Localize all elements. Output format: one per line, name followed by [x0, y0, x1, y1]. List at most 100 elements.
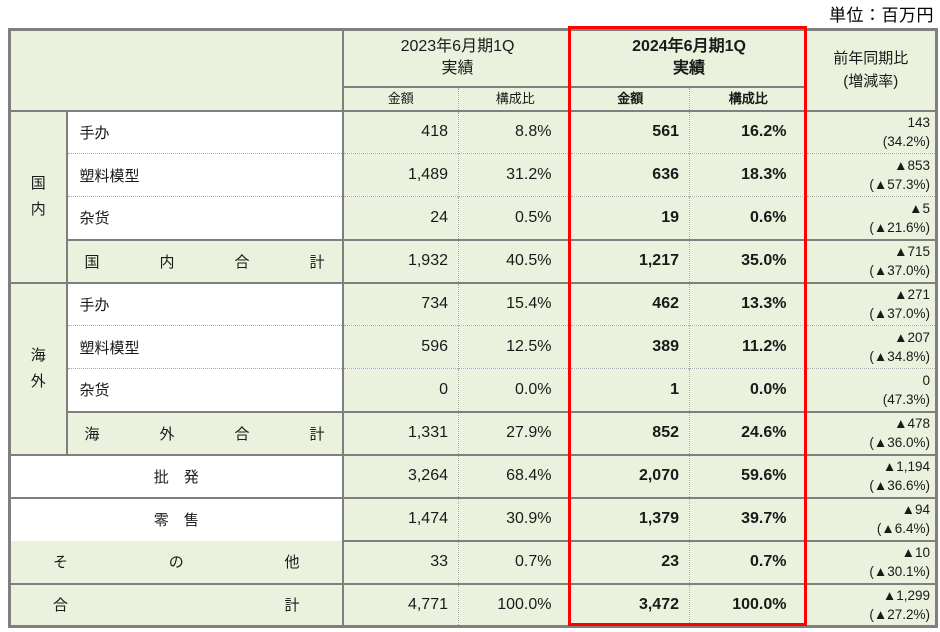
amount-2023-cell: 1,474 [341, 496, 459, 541]
amount-2024-cell: 3,472 [571, 582, 690, 627]
yoy-cell: ▲478 (▲36.0%) [806, 410, 937, 455]
yoy-cell: 143 (34.2%) [806, 110, 937, 154]
header-yoy-line2: (増減率) [843, 73, 899, 91]
table-row-domestic-figures: 国内 手办 418 8.8% 561 16.2% 143 (34.2%) [9, 110, 937, 283]
table-row-overseas-sundries: 杂货 0 0.0% 1 0.0% 0 (47.3%) [10, 368, 937, 412]
ratio-2023-cell: 0.7% [458, 539, 572, 584]
header-2024-line2: 実績 [672, 60, 705, 78]
amount-2024-cell: 389 [571, 325, 690, 369]
amount-2023-cell: 1,331 [341, 410, 459, 455]
row-label-cell: 国 内 合 計 [66, 238, 343, 283]
header-2024: 2024年6月期1Q 実績 [571, 29, 807, 88]
row-label-cell: 手办 [66, 110, 343, 154]
amount-2023-cell: 4,771 [341, 582, 459, 627]
yoy-cell: ▲1,299 (▲27.2%) [806, 582, 937, 627]
row-label-cell: 杂货 [66, 368, 343, 412]
header-2023-line1: 2023年6月期1Q [400, 38, 515, 56]
ratio-2024-cell: 11.2% [689, 325, 807, 369]
header-2023-ratio: 構成比 [458, 86, 572, 112]
ratio-2023-cell: 8.8% [458, 110, 572, 154]
ratio-2024-cell: 0.6% [689, 196, 807, 240]
amount-2023-cell: 596 [341, 325, 459, 369]
row-label-cell: 塑料模型 [66, 153, 343, 197]
amount-2024-cell: 1,217 [571, 238, 690, 283]
amount-2024-cell: 1 [571, 368, 690, 412]
table-row-retail: 零 售 1,474 30.9% 1,379 39.7% ▲94 (▲6.4%) [9, 496, 937, 541]
ratio-2023-cell: 27.9% [458, 410, 572, 455]
unit-label: 単位：百万円 [829, 6, 934, 25]
amount-2024-cell: 561 [571, 110, 690, 154]
header-2023: 2023年6月期1Q 実績 [341, 29, 572, 88]
ratio-2023-cell: 0.0% [458, 368, 572, 412]
yoy-cell: ▲853 (▲57.3%) [806, 153, 937, 197]
ratio-2024-cell: 0.0% [689, 368, 807, 412]
yoy-cell: ▲94 (▲6.4%) [806, 496, 937, 541]
table-row-domestic-plastic-models: 塑料模型 1,489 31.2% 636 18.3% ▲853 (▲57.3%) [10, 153, 937, 197]
header-2023-amount: 金額 [341, 86, 459, 112]
header-row-measures: 金額 構成比 金額 構成比 [10, 86, 937, 112]
amount-2023-cell: 418 [341, 110, 459, 154]
table-row-grand-total: 合 計 4,771 100.0% 3,472 100.0% ▲1,299 (▲27… [9, 582, 937, 627]
ratio-2024-cell: 59.6% [689, 453, 807, 498]
ratio-2024-cell: 35.0% [689, 238, 807, 283]
ratio-2024-cell: 100.0% [689, 582, 807, 627]
amount-2024-cell: 852 [571, 410, 690, 455]
row-label-cell: 手办 [66, 281, 343, 326]
amount-2024-cell: 2,070 [571, 453, 690, 498]
ratio-2023-cell: 40.5% [458, 238, 572, 283]
amount-2024-cell: 19 [571, 196, 690, 240]
ratio-2023-cell: 68.4% [458, 453, 572, 498]
header-2024-ratio: 構成比 [689, 86, 807, 112]
ratio-2024-cell: 24.6% [689, 410, 807, 455]
row-label-cell: 零 售 [9, 496, 343, 541]
ratio-2024-cell: 0.7% [689, 539, 807, 584]
ratio-2023-cell: 31.2% [458, 153, 572, 197]
table-row-wholesale: 批 発 3,264 68.4% 2,070 59.6% ▲1,194 (▲36.6… [9, 453, 937, 498]
corner-cell [9, 29, 343, 112]
ratio-2024-cell: 39.7% [689, 496, 807, 541]
table-row-domestic-total: 国 内 合 計 1,932 40.5% 1,217 35.0% ▲715 (▲37… [10, 238, 937, 283]
amount-2023-cell: 24 [341, 196, 459, 240]
ratio-2023-cell: 15.4% [458, 281, 572, 326]
yoy-cell: ▲207 (▲34.8%) [806, 325, 937, 369]
yoy-cell: 0 (47.3%) [806, 368, 937, 412]
header-yoy-line1: 前年同期比 [833, 50, 909, 68]
header-2023-line2: 実績 [441, 60, 474, 78]
header-2024-amount: 金額 [571, 86, 690, 112]
amount-2023-cell: 1,489 [341, 153, 459, 197]
table-row-overseas-figures: 海外 手办 734 15.4% 462 13.3% ▲271 (▲37.0%) [9, 281, 937, 455]
ratio-2023-cell: 100.0% [458, 582, 572, 627]
amount-2023-cell: 33 [341, 539, 459, 584]
amount-2023-cell: 3,264 [341, 453, 459, 498]
header-row-periods: 2023年6月期1Q 実績 2024年6月期1Q 実績 前年同期比 (増減率) [9, 29, 937, 112]
table-row-overseas-plastic-models: 塑料模型 596 12.5% 389 11.2% ▲207 (▲34.8%) [10, 325, 937, 369]
row-label-cell: 杂货 [66, 196, 343, 240]
table-row-overseas-total: 海 外 合 計 1,331 27.9% 852 24.6% ▲478 (▲36.0… [10, 410, 937, 455]
ratio-2023-cell: 12.5% [458, 325, 572, 369]
yoy-cell: ▲10 (▲30.1%) [806, 539, 937, 584]
row-label-cell: そ の 他 [9, 540, 343, 584]
row-label-cell: 塑料模型 [66, 325, 343, 369]
amount-2023-cell: 734 [341, 281, 459, 326]
quarterly-results-table: 2023年6月期1Q 実績 2024年6月期1Q 実績 前年同期比 (増減率) … [8, 28, 938, 628]
ratio-2023-cell: 0.5% [458, 196, 572, 240]
group-label-domestic: 国内 [9, 110, 68, 283]
ratio-2023-cell: 30.9% [458, 496, 572, 541]
amount-2023-cell: 0 [341, 368, 459, 412]
ratio-2024-cell: 16.2% [689, 110, 807, 154]
group-label-overseas: 海外 [9, 281, 68, 455]
row-label-cell: 批 発 [9, 453, 343, 498]
yoy-cell: ▲5 (▲21.6%) [806, 196, 937, 240]
ratio-2024-cell: 18.3% [689, 153, 807, 197]
amount-2024-cell: 1,379 [571, 496, 690, 541]
yoy-cell: ▲1,194 (▲36.6%) [806, 453, 937, 498]
amount-2024-cell: 636 [571, 153, 690, 197]
table-row-other: そ の 他 33 0.7% 23 0.7% ▲10 (▲30.1%) [9, 539, 937, 584]
table-row-domestic-sundries: 杂货 24 0.5% 19 0.6% ▲5 (▲21.6%) [10, 196, 937, 240]
yoy-cell: ▲715 (▲37.0%) [806, 238, 937, 283]
row-label-cell: 海 外 合 計 [66, 410, 343, 455]
row-label-cell: 合 計 [9, 582, 343, 627]
amount-2024-cell: 462 [571, 281, 690, 326]
ratio-2024-cell: 13.3% [689, 281, 807, 326]
header-2024-line1: 2024年6月期1Q [632, 38, 746, 56]
